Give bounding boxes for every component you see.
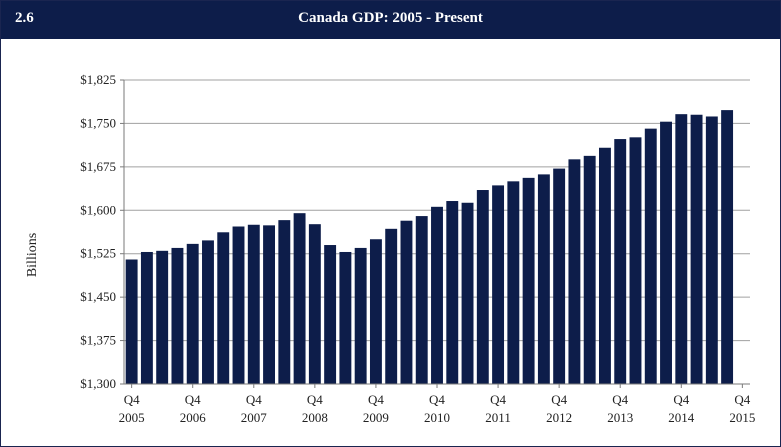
bar xyxy=(553,168,566,384)
bars xyxy=(125,110,734,384)
y-tick-label: $1,600 xyxy=(80,202,116,217)
bar xyxy=(415,216,428,384)
bar xyxy=(522,177,535,384)
x-tick-label-quarter: Q4 xyxy=(124,392,140,407)
x-tick-label-year: 2011 xyxy=(485,410,511,425)
bar xyxy=(675,114,688,384)
axes xyxy=(120,79,750,388)
bar xyxy=(171,247,184,384)
bar xyxy=(629,137,642,384)
bar xyxy=(140,251,153,384)
chart-title: Canada GDP: 2005 - Present xyxy=(298,10,483,26)
bar xyxy=(369,239,382,384)
bar xyxy=(385,228,398,384)
x-tick-labels: Q4 2005 Q4 2006 Q4 2007 Q4 2008 Q4 2009 Q4 2010 Q4 20… xyxy=(119,392,756,425)
x-tick-label-quarter: Q4 xyxy=(307,392,323,407)
bar xyxy=(492,185,505,384)
x-tick-label-quarter: Q4 xyxy=(429,392,445,407)
x-tick-label-year: 2008 xyxy=(302,410,328,425)
x-tick-label-year: 2013 xyxy=(607,410,633,425)
bar xyxy=(247,224,260,384)
y-tick-label: $1,450 xyxy=(80,289,116,304)
bar xyxy=(232,226,245,384)
y-tick-label: $1,300 xyxy=(80,376,116,391)
x-tick-label-quarter: Q4 xyxy=(185,392,201,407)
bar xyxy=(568,159,581,384)
x-tick-label-quarter: Q4 xyxy=(246,392,262,407)
x-tick-label-year: 2012 xyxy=(546,410,572,425)
y-tick-label: $1,375 xyxy=(80,333,116,348)
bar xyxy=(125,259,138,384)
x-tick-label-quarter: Q4 xyxy=(612,392,628,407)
bar xyxy=(202,240,214,384)
bar xyxy=(156,250,169,384)
y-tick-label: $1,825 xyxy=(80,72,116,87)
x-tick-label-quarter: Q4 xyxy=(368,392,384,407)
x-tick-label-year: 2014 xyxy=(668,410,695,425)
bar xyxy=(614,139,627,384)
bar xyxy=(278,220,291,384)
x-tick-label-year: 2009 xyxy=(363,410,389,425)
x-tick-label-year: 2010 xyxy=(424,410,450,425)
x-tick-label-quarter: Q4 xyxy=(490,392,506,407)
bar xyxy=(400,220,413,384)
bar xyxy=(705,116,718,384)
x-tick-label-year: 2015 xyxy=(729,410,755,425)
x-tick-label-quarter: Q4 xyxy=(551,392,567,407)
bar xyxy=(537,174,550,384)
bar xyxy=(446,201,459,384)
chart-header: 2.6 Canada GDP: 2005 - Present xyxy=(1,1,780,39)
bar xyxy=(217,232,230,384)
bar xyxy=(690,114,703,384)
bar xyxy=(507,181,520,384)
bar xyxy=(660,121,672,384)
bar xyxy=(339,251,352,384)
bar xyxy=(721,110,734,384)
bar xyxy=(583,155,596,384)
x-tick-label-year: 2005 xyxy=(119,410,145,425)
y-tick-label: $1,750 xyxy=(80,115,116,130)
y-tick-label: $1,525 xyxy=(80,246,116,261)
bar xyxy=(598,147,611,384)
y-tick-labels: $1,300 $1,375 $1,450 $1,525 $1,600 $1,675 $1,7… xyxy=(80,72,116,391)
bar xyxy=(186,243,199,384)
x-tick-label-year: 2006 xyxy=(180,410,207,425)
x-tick-label-year: 2007 xyxy=(241,410,268,425)
bar xyxy=(324,245,337,384)
x-tick-label-quarter: Q4 xyxy=(673,392,689,407)
bar xyxy=(354,247,367,384)
bar xyxy=(461,202,474,384)
x-tick-label-quarter: Q4 xyxy=(734,392,750,407)
y-axis-label: Billions xyxy=(25,233,40,277)
bar xyxy=(293,213,306,384)
bar xyxy=(308,224,321,384)
bar xyxy=(476,190,489,384)
bar xyxy=(431,206,443,384)
bar xyxy=(263,225,276,384)
figure-number: 2.6 xyxy=(15,10,34,26)
y-tick-label: $1,675 xyxy=(80,159,116,174)
bar xyxy=(644,128,657,384)
